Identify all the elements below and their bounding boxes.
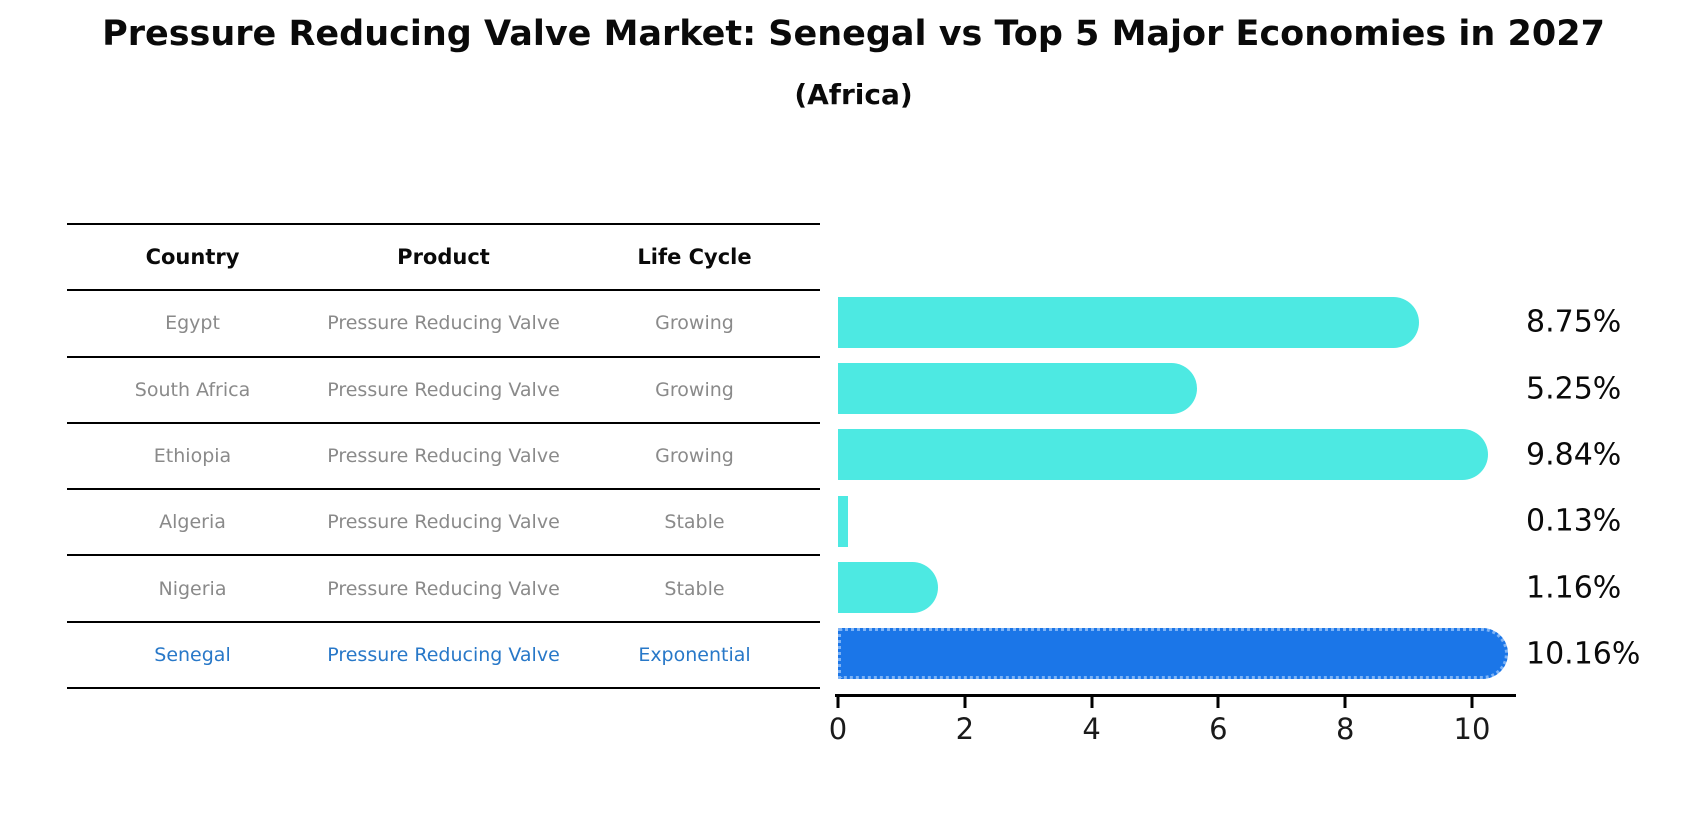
value-label: 5.25% [1526,371,1622,407]
cell-country: Ethiopia [153,445,232,468]
table-row: Algeria Pressure Reducing Valve Stable [67,490,820,557]
table-row: Senegal Pressure Reducing Valve Exponent… [67,623,820,690]
header-cell-country: Country [145,245,240,270]
x-axis-tick-label: 6 [1209,712,1228,746]
cell-product: Pressure Reducing Valve [327,312,560,335]
x-axis-tick-label: 4 [1082,712,1101,746]
cell-product: Pressure Reducing Valve [327,643,560,666]
bar-ethiopia [838,429,1488,481]
cell-country: Senegal [154,643,231,666]
x-axis-tick [1343,697,1347,708]
country-table: Country Product Life Cycle Egypt Pressur… [67,223,820,690]
bar-senegal [838,628,1508,680]
x-axis-tick-label: 10 [1453,712,1491,746]
x-axis-line [835,694,1516,697]
table-row: South Africa Pressure Reducing Valve Gro… [67,358,820,424]
x-axis-tick [1470,697,1474,708]
page-subtitle: (Africa) [794,78,913,111]
cell-lifecycle: Growing [655,445,734,468]
bar-algeria [838,495,848,547]
x-axis-tick [836,697,840,708]
cell-product: Pressure Reducing Valve [327,378,560,401]
x-axis-tick [963,697,967,708]
table-row: Ethiopia Pressure Reducing Valve Growing [67,424,820,491]
table-header-row: Country Product Life Cycle [67,225,820,292]
x-axis-tick-label: 8 [1335,712,1355,746]
x-axis-tick-label: 0 [828,712,848,746]
bar-nigeria [838,562,938,613]
x-axis-tick [1090,697,1094,708]
x-axis-tick [1216,697,1220,708]
header-cell-lifecycle: Life Cycle [637,245,752,270]
cell-lifecycle: Exponential [638,643,751,666]
value-label: 0.13% [1526,503,1622,539]
cell-country: Algeria [159,511,226,534]
cell-lifecycle: Stable [664,577,725,600]
value-label: 10.16% [1526,636,1641,672]
value-label: 8.75% [1526,304,1622,340]
value-label: 9.84% [1526,437,1622,473]
cell-lifecycle: Stable [664,511,725,534]
bar-egypt [838,296,1419,348]
cell-lifecycle: Growing [655,378,734,401]
header-cell-product: Product [397,245,490,270]
x-axis-tick-label: 2 [955,712,975,746]
page-title: Pressure Reducing Valve Market: Senegal … [102,14,1605,54]
cell-product: Pressure Reducing Valve [327,511,560,534]
table-row: Egypt Pressure Reducing Valve Growing [67,291,820,358]
cell-lifecycle: Growing [655,312,734,335]
cell-product: Pressure Reducing Valve [327,445,560,468]
bar-south-africa [838,363,1197,415]
cell-product: Pressure Reducing Valve [327,577,560,600]
value-label: 1.16% [1526,570,1622,605]
table-row: Nigeria Pressure Reducing Valve Stable [67,556,820,623]
cell-country: Egypt [165,312,220,335]
cell-country: South Africa [134,378,251,401]
cell-country: Nigeria [158,577,227,600]
